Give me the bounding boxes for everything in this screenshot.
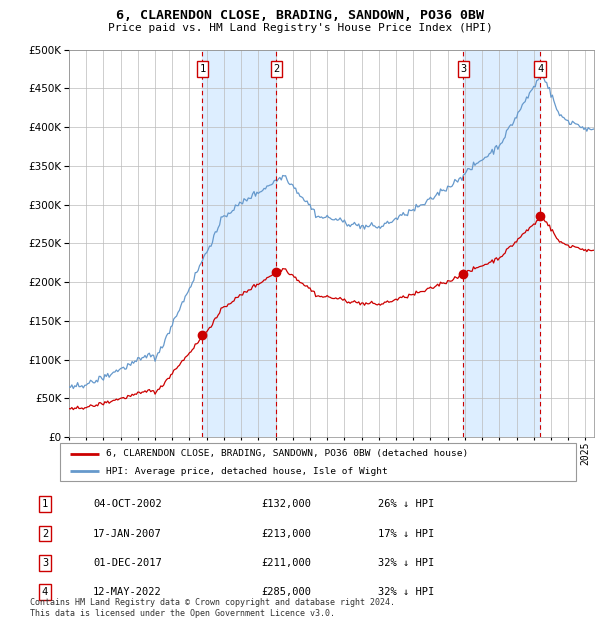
Text: 2: 2 bbox=[273, 64, 280, 74]
Text: £132,000: £132,000 bbox=[261, 499, 311, 510]
Text: 3: 3 bbox=[460, 64, 467, 74]
Text: HPI: Average price, detached house, Isle of Wight: HPI: Average price, detached house, Isle… bbox=[106, 467, 388, 476]
Text: £211,000: £211,000 bbox=[261, 557, 311, 568]
Text: 1: 1 bbox=[42, 499, 48, 510]
Bar bbox=[202, 50, 277, 437]
Text: Price paid vs. HM Land Registry's House Price Index (HPI): Price paid vs. HM Land Registry's House … bbox=[107, 23, 493, 33]
Text: £285,000: £285,000 bbox=[261, 587, 311, 597]
Text: 6, CLARENDON CLOSE, BRADING, SANDOWN, PO36 0BW (detached house): 6, CLARENDON CLOSE, BRADING, SANDOWN, PO… bbox=[106, 450, 469, 458]
Text: 32% ↓ HPI: 32% ↓ HPI bbox=[378, 557, 434, 568]
Text: 3: 3 bbox=[42, 557, 48, 568]
Text: 17% ↓ HPI: 17% ↓ HPI bbox=[378, 528, 434, 539]
Text: 32% ↓ HPI: 32% ↓ HPI bbox=[378, 587, 434, 597]
Text: 17-JAN-2007: 17-JAN-2007 bbox=[93, 528, 162, 539]
Text: £213,000: £213,000 bbox=[261, 528, 311, 539]
Text: 4: 4 bbox=[42, 587, 48, 597]
Text: 1: 1 bbox=[199, 64, 206, 74]
Text: 4: 4 bbox=[537, 64, 543, 74]
Bar bbox=[463, 50, 540, 437]
Text: 26% ↓ HPI: 26% ↓ HPI bbox=[378, 499, 434, 510]
FancyBboxPatch shape bbox=[60, 443, 576, 480]
Text: 6, CLARENDON CLOSE, BRADING, SANDOWN, PO36 0BW: 6, CLARENDON CLOSE, BRADING, SANDOWN, PO… bbox=[116, 9, 484, 22]
Text: 12-MAY-2022: 12-MAY-2022 bbox=[93, 587, 162, 597]
Text: 04-OCT-2002: 04-OCT-2002 bbox=[93, 499, 162, 510]
Text: Contains HM Land Registry data © Crown copyright and database right 2024.
This d: Contains HM Land Registry data © Crown c… bbox=[30, 598, 395, 618]
Text: 2: 2 bbox=[42, 528, 48, 539]
Text: 01-DEC-2017: 01-DEC-2017 bbox=[93, 557, 162, 568]
